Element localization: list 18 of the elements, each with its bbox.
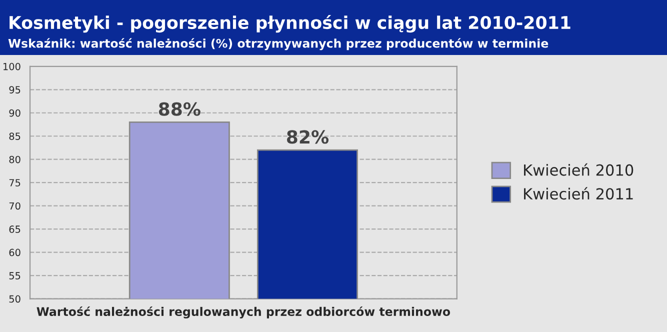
- y-tick-label: 100: [4, 62, 20, 70]
- legend-label: Kwiecień 2010: [524, 163, 634, 176]
- y-tick-label: 85: [9, 132, 20, 140]
- y-tick-label: 95: [9, 86, 20, 94]
- data-label: 82%: [286, 130, 329, 144]
- y-tick-label: 90: [9, 109, 20, 117]
- chart-subtitle: Wskaźnik: wartość należności (%) otrzymywanych przez producentów w terminie: [8, 38, 548, 50]
- y-tick-label: 80: [9, 156, 20, 164]
- y-tick-label: 55: [9, 272, 20, 280]
- data-label: 88%: [158, 102, 200, 116]
- y-tick-label: 70: [9, 202, 20, 210]
- y-tick-label: 60: [9, 248, 20, 256]
- y-tick-label: 75: [9, 179, 20, 186]
- x-axis-title: Wartość należności regulowanych przez odbiorców terminowo: [36, 306, 450, 318]
- chart-title: Kosmetyki - pogorszenie płynności w ciągu lat 2010-2011: [10, 14, 570, 33]
- y-tick-label: 65: [9, 226, 20, 233]
- y-tick-label: 50: [9, 295, 20, 303]
- legend-label: Kwiecień 2011: [524, 187, 633, 200]
